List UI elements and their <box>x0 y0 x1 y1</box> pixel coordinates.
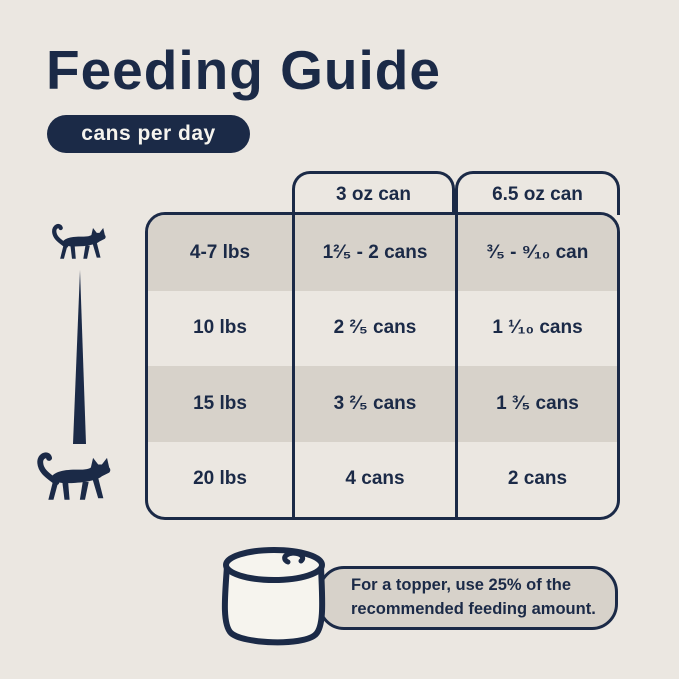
weight-cell: 4-7 lbs <box>189 241 251 263</box>
weight-cell: 10 lbs <box>193 317 247 339</box>
weight-cell: 20 lbs <box>193 468 247 490</box>
column-header-3oz: 3 oz can <box>292 171 455 215</box>
can65oz-cell: ³⁄₅ - ⁹⁄₁₀ can <box>455 215 617 291</box>
page-title: Feeding Guide <box>46 39 441 101</box>
column-header-65oz: 6.5 oz can <box>455 171 620 215</box>
can65oz-cell: 2 cans <box>455 441 617 517</box>
can3oz-cell: 4 cans <box>292 441 455 517</box>
topper-note: For a topper, use 25% of the recommended… <box>318 566 618 630</box>
column-header-3oz-label: 3 oz can <box>336 183 411 205</box>
can65oz-cell: 1 ³⁄₅ cans <box>455 366 617 442</box>
can65oz-cell: 1 ¹⁄₁₀ cans <box>455 290 617 366</box>
can3oz-cell: 1²⁄₅ - 2 cans <box>292 215 455 291</box>
topper-note-text: For a topper, use 25% of the recommended… <box>351 576 596 618</box>
table-row: 15 lbs 3 ²⁄₅ cans 1 ³⁄₅ cans <box>148 366 617 442</box>
column-header-65oz-label: 6.5 oz can <box>492 183 583 205</box>
table-row: 4-7 lbs 1²⁄₅ - 2 cans ³⁄₅ - ⁹⁄₁₀ can <box>148 215 617 291</box>
can3oz-cell: 3 ²⁄₅ cans <box>292 366 455 442</box>
food-can-icon <box>214 540 336 654</box>
feeding-table: 4-7 lbs 1²⁄₅ - 2 cans ³⁄₅ - ⁹⁄₁₀ can 10 … <box>145 212 620 520</box>
cans-per-day-badge-label: cans per day <box>81 122 216 145</box>
large-cat-icon <box>30 448 118 506</box>
table-row: 10 lbs 2 ²⁄₅ cans 1 ¹⁄₁₀ cans <box>148 290 617 366</box>
small-cat-icon <box>46 221 112 263</box>
size-wedge-icon <box>70 268 88 446</box>
table-row: 20 lbs 4 cans 2 cans <box>148 441 617 517</box>
can3oz-cell: 2 ²⁄₅ cans <box>292 290 455 366</box>
weight-cell: 15 lbs <box>193 392 247 414</box>
cans-per-day-badge: cans per day <box>47 115 250 153</box>
